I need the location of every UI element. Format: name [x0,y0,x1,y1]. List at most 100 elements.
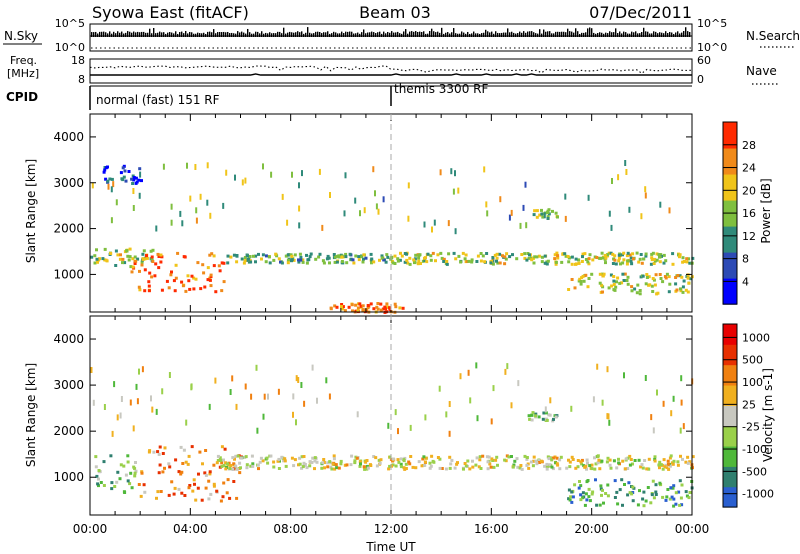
colorbar-swatch [723,344,737,366]
heatmap-cell [194,498,198,502]
y-tick-label: 1000 [53,470,84,484]
heatmap-cell [122,175,126,179]
heatmap-cell [679,427,682,434]
heatmap-cell [636,283,640,287]
heatmap-cell [488,462,492,466]
nsky-bar [159,31,161,37]
nave-series [89,65,693,74]
nsky-bar [365,33,367,37]
heatmap-cell [579,484,583,488]
heatmap-cell [303,463,307,466]
heatmap-cell [681,290,685,294]
heatmap-cell [298,222,301,229]
heatmap-cell [565,466,569,470]
heatmap-cell [610,284,614,288]
heatmap-cell [340,305,343,308]
heatmap-cell [292,258,296,262]
heatmap-cell [394,409,397,416]
heatmap-cell [662,261,666,265]
nsky-bar [229,33,231,37]
heatmap-cell [581,252,585,256]
heatmap-cell [283,457,287,461]
nsky-bar [165,33,167,37]
nsky-bar [591,28,593,37]
heatmap-cell [177,470,181,474]
heatmap-cell [218,269,222,273]
heatmap-cell [663,465,667,469]
heatmap-cell [396,458,400,462]
heatmap-cell [601,256,605,260]
nsky-bar [109,31,111,37]
nsky-bar [139,32,141,37]
heatmap-cell [143,268,147,272]
nsky-bar [95,31,97,37]
heatmap-cell [398,258,402,262]
nsky-bar [569,31,571,37]
heatmap-cell [618,281,622,285]
heatmap-cell [185,419,188,426]
heatmap-cell [354,254,358,258]
heatmap-cell [113,485,117,488]
heatmap-cell [414,253,418,257]
heatmap-cell [667,290,671,294]
heatmap-cell [287,253,291,257]
nsky-bar [519,31,521,37]
heatmap-cell [602,501,605,505]
heatmap-cell [124,179,128,183]
nsky-bar [347,31,349,37]
heatmap-cell [681,256,685,260]
heatmap-cell [532,455,536,459]
y-tick-label: 3000 [53,378,84,392]
y-tick-label: 4000 [53,332,84,346]
heatmap-cell [448,466,452,470]
heatmap-cell [231,456,235,460]
heatmap-cell [549,397,552,404]
heatmap-cell [412,258,416,262]
heatmap-cell [601,399,604,406]
heatmap-cell [454,228,457,235]
nsky-bar [507,28,509,37]
heatmap-cell [393,262,397,265]
colorbar-swatch [723,174,737,201]
nsky-bar [143,31,145,37]
heatmap-cell [326,254,330,258]
heatmap-cell [104,166,108,170]
heatmap-cell [263,393,266,400]
nsky-bar [357,32,359,37]
colorbar-swatch [723,226,737,253]
beam-title: Beam 03 [359,3,431,22]
heatmap-cell [194,164,197,170]
heatmap-cell [372,166,375,173]
heatmap-cell [380,256,384,260]
heatmap-cell [284,254,288,258]
heatmap-cell [604,256,608,260]
nsky-bar [505,32,507,37]
heatmap-cell [525,456,529,459]
heatmap-cell [579,498,583,502]
heatmap-cell [678,479,682,483]
heatmap-cell [570,262,574,266]
heatmap-cell [436,456,440,459]
heatmap-cell [588,499,592,503]
nsky-bar [339,33,341,37]
heatmap-cell [140,260,144,264]
heatmap-cell [417,256,421,260]
heatmap-cell [339,462,343,466]
heatmap-cell [457,254,461,258]
heatmap-cell [504,459,508,463]
heatmap-cell [558,458,562,462]
heatmap-cell [160,288,164,292]
heatmap-cell [137,285,141,289]
heatmap-cell [684,288,688,292]
heatmap-cell [257,252,260,256]
nsky-bar [395,32,397,37]
heatmap-cell [438,385,441,392]
heatmap-cell [545,467,549,471]
heatmap-cell [295,419,297,426]
heatmap-cell [593,456,596,460]
nsky-bar [571,31,573,37]
heatmap-cell [444,467,448,471]
nsky-bar [127,31,129,37]
nsky-bar [535,33,537,37]
